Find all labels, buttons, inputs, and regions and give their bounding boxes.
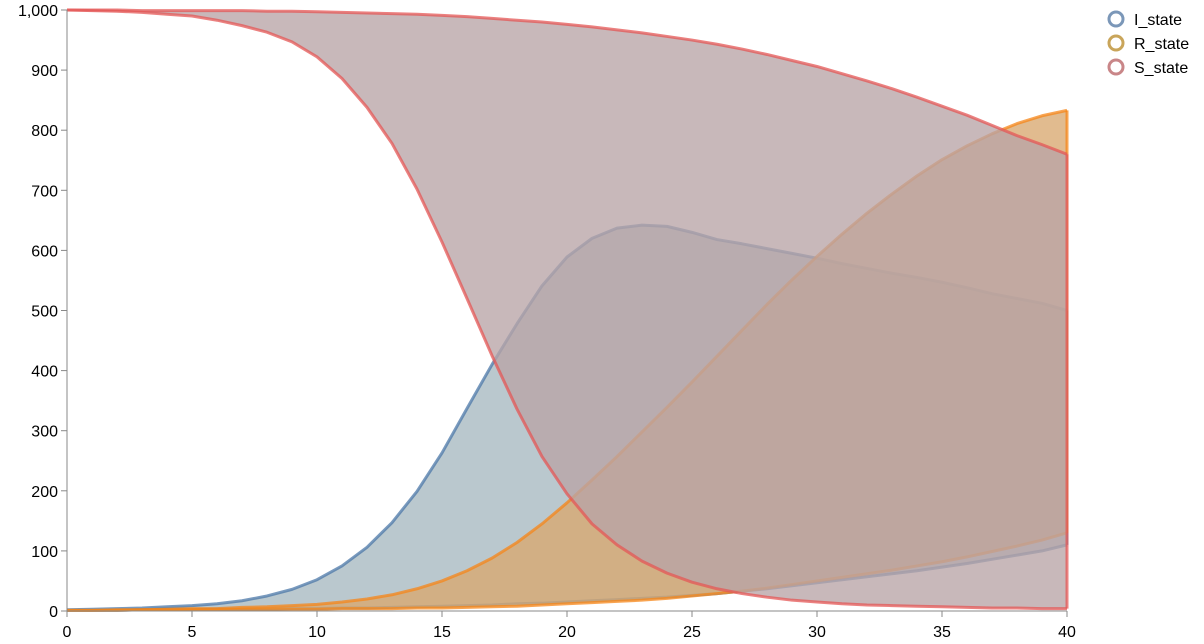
y-tick-label: 100 (31, 544, 58, 561)
y-tick-label: 500 (31, 304, 58, 321)
legend-item-I_state: I_state (1107, 10, 1182, 29)
y-tick-label: 0 (49, 604, 58, 621)
y-tick-label: 1,000 (18, 3, 58, 20)
y-tick-label: 800 (31, 123, 58, 140)
y-tick-label: 300 (31, 424, 58, 441)
y-tick-label: 900 (31, 63, 58, 80)
x-tick-label: 25 (683, 624, 701, 641)
legend-label: I_state (1134, 12, 1182, 29)
y-tick-label: 600 (31, 243, 58, 260)
x-tick-label: 15 (433, 624, 451, 641)
legend-label: S_state (1134, 60, 1188, 77)
x-tick-label: 35 (933, 624, 951, 641)
y-tick-label: 400 (31, 364, 58, 381)
legend-label: R_state (1134, 36, 1189, 53)
y-tick-label: 700 (31, 183, 58, 200)
x-tick-label: 0 (63, 624, 72, 641)
upper-line-S_state (67, 8, 1068, 156)
area-S_state (67, 10, 1067, 609)
axes: 0 100 200 300 400 500 600 700 800 900 1,000 0 5 10 15 2… (18, 3, 1076, 641)
x-tick-label: 10 (308, 624, 326, 641)
x-tick-label: 30 (808, 624, 826, 641)
legend-marker (1107, 10, 1125, 28)
x-tick-label: 5 (188, 624, 197, 641)
series-S_state (66, 8, 1069, 611)
legend-item-R_state: R_state (1107, 34, 1189, 53)
x-tick-label: 40 (1058, 624, 1076, 641)
y-tick-label: 200 (31, 484, 58, 501)
legend: I_state R_state S_state (1107, 10, 1189, 77)
legend-item-S_state: S_state (1107, 58, 1188, 77)
legend-marker (1107, 34, 1125, 52)
legend-marker (1107, 58, 1125, 76)
x-tick-label: 20 (558, 624, 576, 641)
area-series-layer (66, 8, 1069, 612)
lower-line-S_state (66, 8, 1067, 611)
